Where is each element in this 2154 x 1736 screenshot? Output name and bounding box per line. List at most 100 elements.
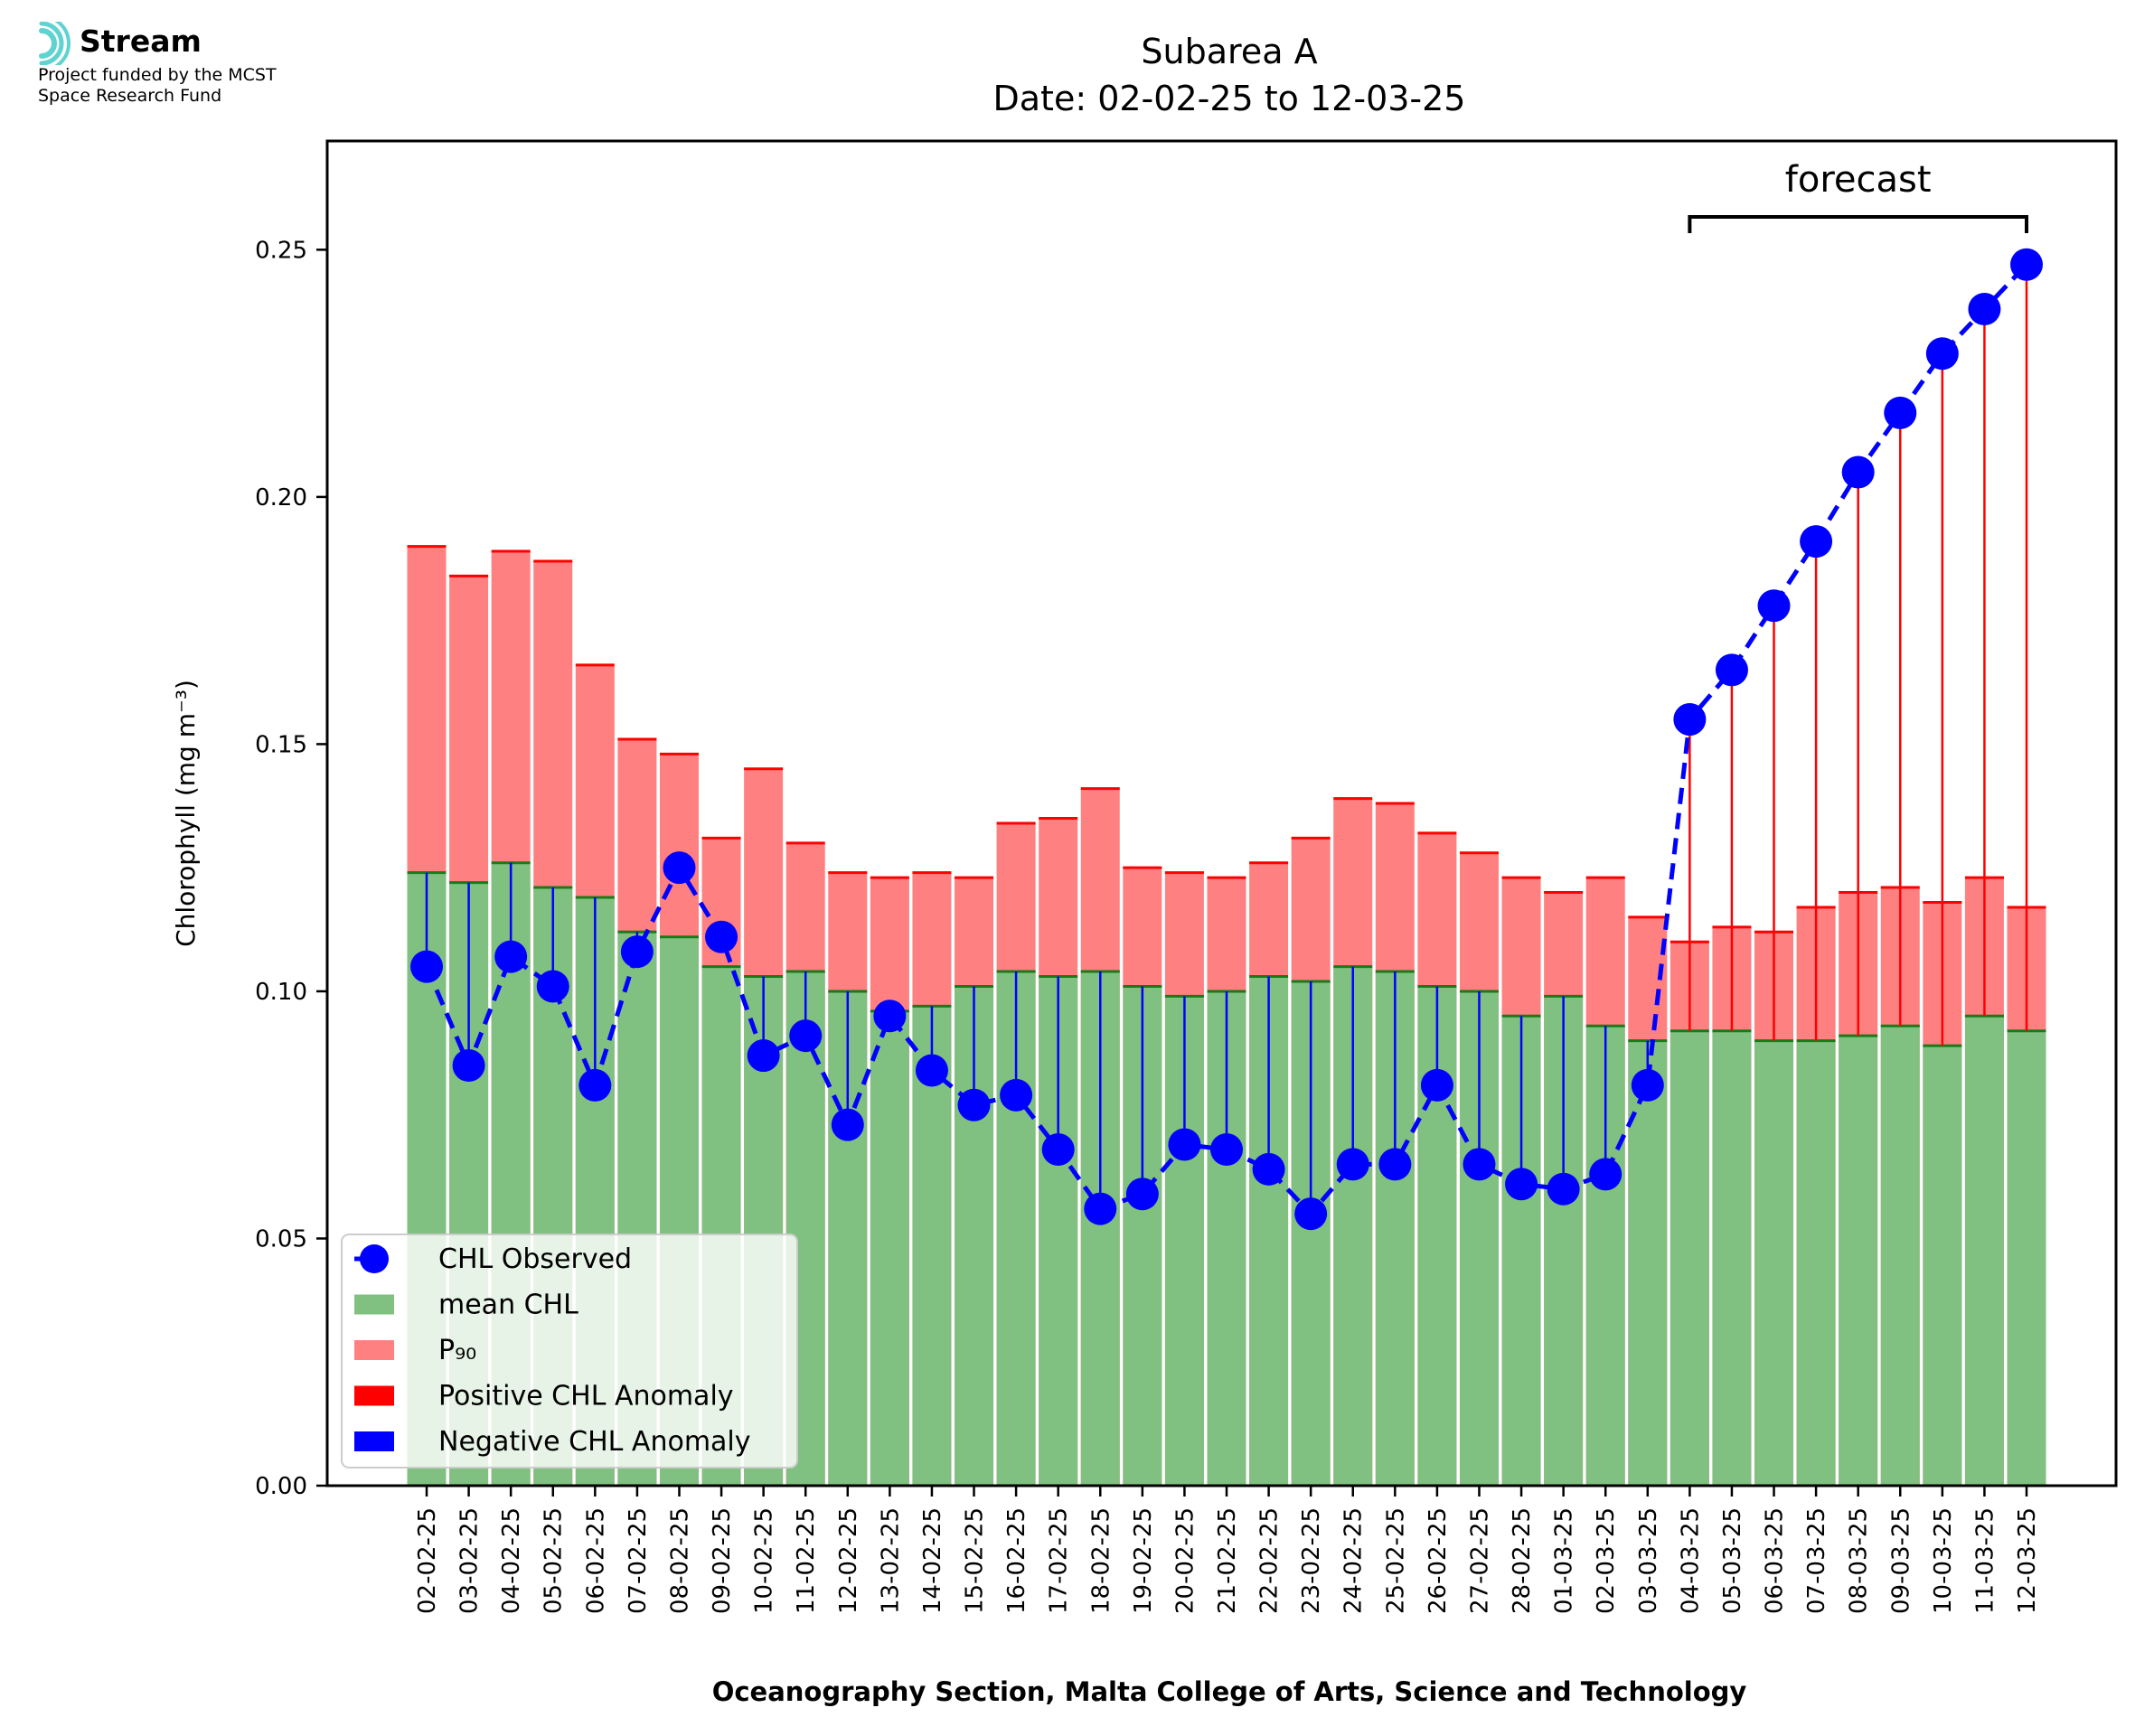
x-tick-label: 02-03-25 xyxy=(1593,1507,1620,1614)
x-tick-label: 11-02-25 xyxy=(793,1507,820,1614)
x-tick-label: 11-03-25 xyxy=(1971,1507,1999,1614)
observed-point xyxy=(452,1049,485,1082)
logo-wave-1 xyxy=(39,28,57,59)
x-tick-label: 16-02-25 xyxy=(1003,1507,1030,1614)
y-axis: 0.00 0.05 0.10 0.15 0.20 0.25 xyxy=(255,237,327,1500)
x-tick-label: 22-02-25 xyxy=(1256,1507,1284,1614)
observed-point xyxy=(1757,589,1791,623)
legend-label: Negative CHL Anomaly xyxy=(438,1426,751,1458)
observed-point xyxy=(494,940,528,973)
anomaly-layer xyxy=(425,264,2028,1215)
legend-box xyxy=(341,1234,798,1469)
observed-point xyxy=(1925,337,1959,371)
observed-point xyxy=(873,999,907,1033)
plot-frame xyxy=(325,139,2118,1487)
observed-point xyxy=(410,950,443,983)
observed-point xyxy=(1715,653,1748,687)
observed-point xyxy=(663,851,696,885)
x-tick-label: 24-02-25 xyxy=(1340,1507,1368,1614)
x-tick-label: 06-03-25 xyxy=(1762,1507,1789,1614)
x-tick-label: 20-02-25 xyxy=(1171,1507,1199,1614)
observed-point xyxy=(536,970,569,1003)
x-tick-label: 14-02-25 xyxy=(919,1507,946,1614)
x-tick-label: 19-02-25 xyxy=(1130,1507,1157,1614)
mean-bar xyxy=(1670,1030,1709,1486)
observed-point xyxy=(1841,455,1875,489)
x-tick-label: 03-03-25 xyxy=(1635,1507,1662,1614)
logo-subtitle: Project funded by the MCST Space Researc… xyxy=(38,65,277,107)
logo-subtitle-line-1: Project funded by the MCST xyxy=(38,65,277,85)
x-tick-label: 10-03-25 xyxy=(1930,1507,1957,1614)
logo-wave-3 xyxy=(54,22,71,65)
y-axis-label: Chlorophyll (mg m⁻³) xyxy=(171,680,201,947)
legend-marker-observed xyxy=(360,1244,389,1273)
x-tick-label: 04-02-25 xyxy=(498,1507,525,1614)
x-tick-label: 21-02-25 xyxy=(1214,1507,1241,1614)
x-tick-label: 08-02-25 xyxy=(666,1507,693,1614)
x-tick-label: 27-02-25 xyxy=(1466,1507,1493,1614)
observed-line-layer xyxy=(410,248,2043,1231)
observed-point xyxy=(1673,703,1707,737)
legend-label: Positive CHL Anomaly xyxy=(438,1381,734,1412)
stream-waves-icon xyxy=(39,22,71,65)
observed-point xyxy=(1968,293,2001,325)
observed-point xyxy=(957,1088,991,1121)
forecast-bracket xyxy=(1688,215,2028,233)
legend-label: P₉₀ xyxy=(438,1335,476,1366)
y-tick-label: 0.05 xyxy=(255,1225,307,1253)
x-tick-label: 05-02-25 xyxy=(541,1507,568,1614)
x-tick-label: 28-02-25 xyxy=(1509,1507,1536,1614)
observed-point xyxy=(1378,1148,1412,1181)
mean-bar xyxy=(870,1010,909,1486)
mean-bar xyxy=(1796,1040,1836,1486)
legend-swatch xyxy=(354,1431,394,1451)
y-tick-label: 0.00 xyxy=(255,1473,307,1500)
mean-bar xyxy=(1923,1046,1962,1486)
observed-point xyxy=(1125,1178,1159,1211)
logo-subtitle-line-2: Space Research Fund xyxy=(38,86,222,106)
x-tick-label: 23-02-25 xyxy=(1298,1507,1325,1614)
x-axis-label: Oceanography Section, Malta College of A… xyxy=(712,1676,1747,1707)
legend-swatch xyxy=(354,1340,394,1360)
x-tick-label: 25-02-25 xyxy=(1382,1507,1409,1614)
x-tick-label: 17-02-25 xyxy=(1046,1507,1073,1614)
y-tick-label: 0.10 xyxy=(255,979,307,1006)
x-tick-label: 06-02-25 xyxy=(582,1507,609,1614)
chart-subtitle: Date: 02-02-25 to 12-03-25 xyxy=(993,79,1466,118)
observed-point xyxy=(1505,1168,1538,1201)
observed-point xyxy=(1631,1068,1664,1102)
observed-point xyxy=(1420,1068,1453,1102)
observed-point xyxy=(1041,1133,1075,1166)
x-tick-label: 26-02-25 xyxy=(1425,1507,1452,1614)
mean-bar xyxy=(2007,1030,2046,1486)
observed-point xyxy=(620,935,654,969)
legend-label: CHL Observed xyxy=(438,1243,632,1275)
observed-point xyxy=(1884,396,1917,429)
x-tick-label: 09-02-25 xyxy=(709,1507,736,1614)
observed-point xyxy=(747,1039,780,1073)
logo-wave-2 xyxy=(39,22,64,65)
x-tick-label: 12-02-25 xyxy=(835,1507,862,1614)
x-tick-label: 07-02-25 xyxy=(625,1507,652,1614)
x-tick-label: 05-03-25 xyxy=(1719,1507,1746,1614)
mean-bar xyxy=(1880,1026,1920,1486)
x-tick-label: 15-02-25 xyxy=(962,1507,989,1614)
observed-point xyxy=(578,1068,612,1102)
mean-bar xyxy=(1712,1030,1752,1486)
observed-point xyxy=(1252,1152,1285,1186)
x-axis: 02-02-25 03-02-25 04-02-25 05-02-25 06-02-25… xyxy=(414,1486,2041,1614)
legend: CHL Observed mean CHL P₉₀ Positive CHL Anom… xyxy=(341,1234,798,1469)
observed-point xyxy=(1336,1148,1369,1181)
mean-bar xyxy=(1839,1036,1878,1486)
legend-swatch xyxy=(354,1294,394,1315)
observed-point xyxy=(1084,1192,1117,1225)
observed-point xyxy=(1000,1078,1033,1112)
observed-point xyxy=(915,1054,948,1087)
chart-title: Subarea A xyxy=(1141,32,1317,71)
y-tick-label: 0.15 xyxy=(255,731,307,758)
mean-bar xyxy=(1964,1016,2004,1486)
observed-point xyxy=(1547,1172,1580,1206)
y-tick-label: 0.20 xyxy=(255,484,307,511)
x-tick-label: 08-03-25 xyxy=(1846,1507,1873,1614)
